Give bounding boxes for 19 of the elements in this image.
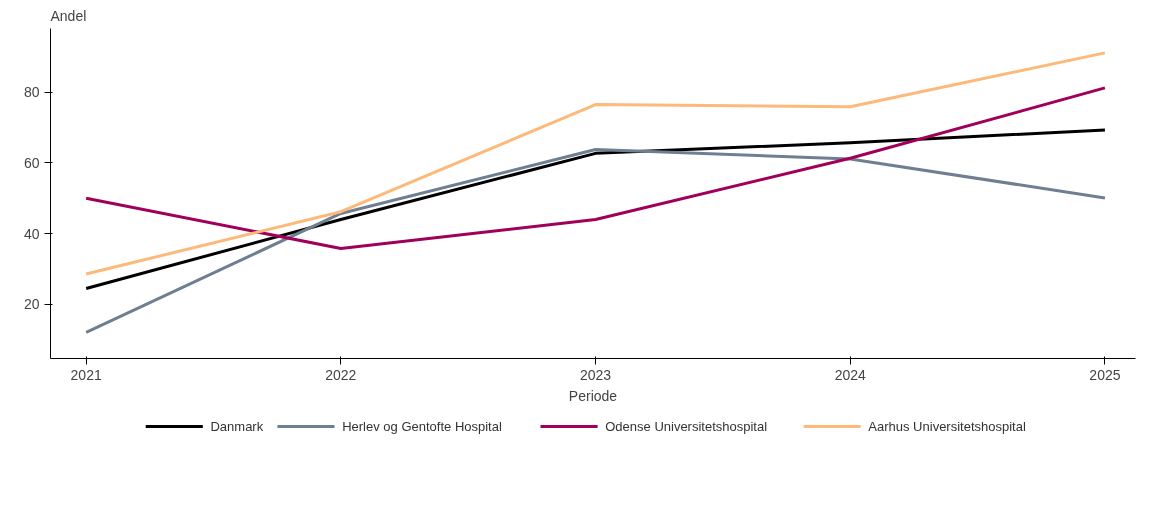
legend-label: Herlev og Gentofte Hospital (342, 419, 502, 434)
x-tick-label: 2022 (325, 366, 357, 383)
x-axis-title: Periode (568, 387, 618, 404)
y-tick-label: 40 (23, 225, 40, 242)
line-series (84, 128, 1107, 290)
legend-label: Odense Universitetshospital (605, 419, 768, 434)
legend-label: Aarhus Universitetshospital (868, 419, 1026, 434)
y-axis-title: Andel (50, 7, 87, 24)
x-tick-label: 2025 (1089, 366, 1121, 383)
x-tick-label: 2024 (834, 366, 867, 383)
line-series (84, 51, 1107, 276)
line-series (84, 147, 1107, 334)
x-tick-label: 2021 (70, 366, 102, 383)
y-tick-label: 80 (23, 84, 40, 101)
line-series (84, 86, 1107, 250)
x-tick-label: 2023 (579, 366, 612, 383)
legend-label: Danmark (210, 419, 264, 434)
y-tick-label: 20 (23, 296, 40, 313)
y-tick-label: 60 (23, 154, 40, 171)
